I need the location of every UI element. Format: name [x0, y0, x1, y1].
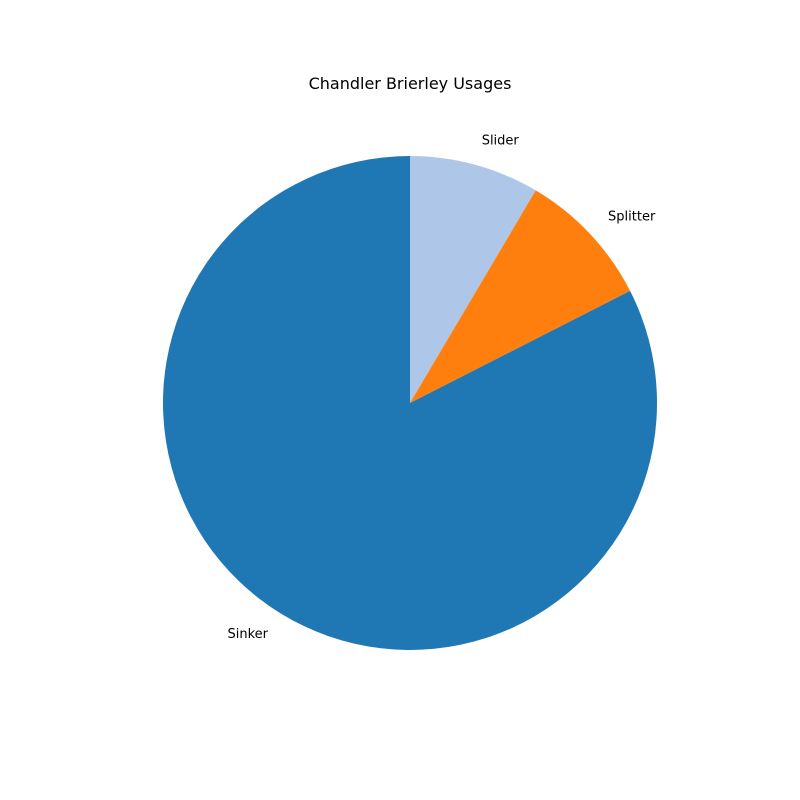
pie-slice-splitter: [410, 190, 631, 403]
chart-title: Chandler Brierley Usages: [309, 74, 512, 93]
pie-labels: Slider Splitter Sinker: [228, 133, 656, 642]
pie-slice-slider: [410, 156, 536, 403]
pie-label-sinker: Sinker: [228, 627, 269, 642]
pie-slices: [163, 156, 658, 650]
pie-slice-sinker: [163, 156, 658, 650]
pie-label-slider: Slider: [482, 133, 520, 148]
pie-label-splitter: Splitter: [608, 210, 656, 225]
